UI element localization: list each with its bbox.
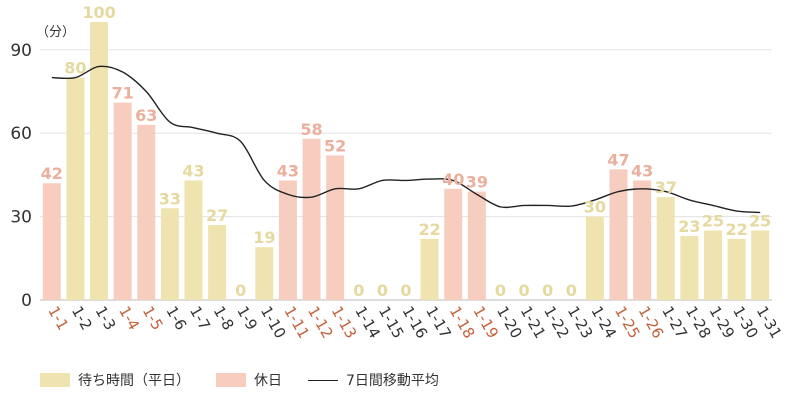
bar: [66, 77, 85, 300]
data-label: 52: [324, 136, 346, 155]
data-label: 22: [418, 220, 440, 239]
data-label: 39: [466, 173, 488, 192]
legend-item-average: 7日間移動平均: [308, 370, 439, 390]
data-label: 42: [41, 164, 63, 183]
x-tick-label: 1-1: [44, 303, 72, 333]
bar: [727, 238, 746, 300]
data-label: 0: [495, 281, 506, 300]
data-label: 30: [584, 198, 606, 217]
data-label: 63: [135, 106, 157, 125]
y-tick-label: 60: [10, 124, 32, 144]
data-label: 43: [631, 161, 653, 180]
legend-label-weekday: 待ち時間（平日）: [78, 373, 190, 389]
bar: [444, 188, 463, 300]
x-tick-label: 1-31: [753, 303, 786, 341]
y-tick-label: 90: [10, 41, 32, 61]
x-tick-label: 1-4: [115, 303, 143, 333]
x-tick-label: 1-5: [139, 303, 167, 333]
data-label: 22: [725, 220, 747, 239]
legend-label-holiday: 休日: [254, 373, 282, 389]
moving-average-line: [51, 65, 761, 214]
bar: [42, 183, 61, 300]
y-unit-label: （分）: [36, 25, 75, 40]
bar: [656, 197, 675, 300]
bar: [420, 238, 439, 300]
data-label: 27: [206, 206, 228, 225]
bar: [680, 236, 699, 300]
legend-item-holiday: 休日: [216, 370, 282, 390]
legend-label-average: 7日間移動平均: [346, 373, 439, 389]
bar: [633, 180, 652, 300]
data-label: 58: [300, 120, 322, 139]
bar: [160, 208, 179, 300]
data-label: 19: [253, 228, 275, 247]
legend: 待ち時間（平日） 休日 7日間移動平均: [40, 368, 465, 392]
data-label: 0: [235, 281, 246, 300]
bar: [467, 191, 486, 300]
bar: [113, 102, 132, 301]
legend-swatch-holiday: [216, 373, 246, 387]
data-label: 33: [159, 189, 181, 208]
legend-swatch-weekday: [40, 373, 70, 387]
y-axis: 0 30 60 90 （分）: [10, 25, 75, 311]
bar: [326, 155, 345, 300]
bar: [609, 169, 628, 300]
data-label: 25: [749, 212, 771, 231]
legend-item-weekday: 待ち時間（平日）: [40, 370, 190, 390]
x-tick-label: 1-6: [162, 303, 190, 333]
bars: [42, 22, 770, 301]
bar: [302, 138, 321, 300]
legend-swatch-average: [308, 379, 338, 381]
bar: [184, 180, 203, 300]
data-label: 43: [182, 161, 204, 180]
data-label: 43: [277, 161, 299, 180]
x-tick-label: 1-3: [92, 303, 120, 333]
x-axis: 1-11-21-31-41-51-61-71-81-91-101-111-121…: [44, 303, 785, 341]
bar: [90, 22, 109, 300]
x-tick-label: 1-2: [68, 303, 96, 333]
y-tick-label: 30: [10, 208, 32, 228]
data-label: 0: [353, 281, 364, 300]
data-label: 47: [607, 150, 629, 169]
bar: [208, 224, 227, 300]
bar: [255, 247, 274, 300]
data-label: 25: [702, 212, 724, 231]
bar: [585, 216, 604, 300]
data-label: 37: [655, 178, 677, 197]
data-label: 0: [518, 281, 529, 300]
data-label: 0: [566, 281, 577, 300]
bar: [751, 230, 770, 300]
bar: [703, 230, 722, 300]
data-label: 71: [112, 84, 134, 103]
data-label: 40: [442, 170, 464, 189]
x-tick-label: 1-8: [210, 303, 238, 333]
data-label: 80: [64, 59, 86, 78]
data-label: 0: [400, 281, 411, 300]
x-tick-label: 1-9: [233, 303, 261, 333]
bar: [137, 124, 156, 300]
y-tick-label: 0: [21, 291, 32, 311]
data-label: 100: [82, 3, 115, 22]
moving-average-path: [51, 65, 761, 214]
data-label: 0: [377, 281, 388, 300]
x-tick-label: 1-7: [186, 303, 214, 333]
data-label: 23: [678, 217, 700, 236]
bar: [278, 180, 297, 300]
data-label: 0: [542, 281, 553, 300]
